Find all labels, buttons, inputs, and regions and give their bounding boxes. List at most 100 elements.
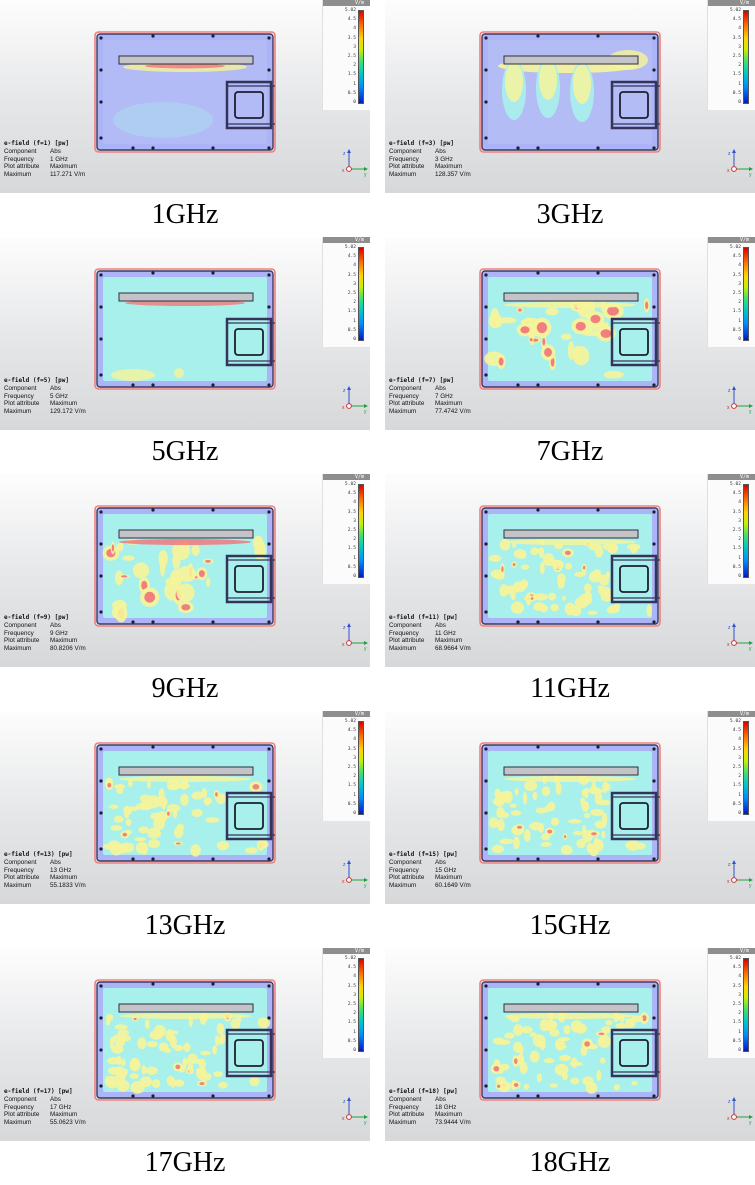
legend-colorbar — [358, 958, 364, 1052]
enclosure-rim — [94, 979, 276, 1101]
legend-tick: 3 — [738, 518, 741, 524]
maximum-label: Maximum — [4, 171, 32, 179]
connector-port — [225, 1028, 275, 1078]
screw-hole-icon — [484, 1084, 488, 1088]
screw-hole-icon — [211, 620, 215, 624]
result-title: e-field (f=7) [pw] — [389, 377, 455, 384]
component-label: Component — [389, 384, 422, 392]
legend-unit: V/m — [323, 237, 370, 243]
top-slot — [118, 529, 254, 539]
field-plot-view: V/m 5.02 4.5 4 3.5 3 2.5 2 1.5 1 0.5 0 e-field (f=… — [385, 0, 755, 193]
screw-hole-icon — [131, 857, 135, 861]
result-title: e-field (f=1) [pw] — [4, 140, 70, 147]
field-hotspot — [488, 817, 499, 829]
frequency-caption: 17GHz — [144, 1147, 226, 1178]
legend-tick: 5.02 — [344, 482, 356, 487]
plot-attribute-label: Plot attribute — [389, 400, 425, 408]
field-hotspot — [257, 839, 269, 849]
screw-hole-icon — [596, 745, 600, 749]
field-hotspot — [582, 1076, 594, 1086]
legend-tick: 4.5 — [347, 965, 356, 971]
field-hotspot — [573, 64, 591, 104]
frequency-value: 7 GHz — [435, 392, 453, 400]
component-label: Component — [4, 621, 37, 629]
field-hotspot — [552, 559, 565, 570]
maximum-label: Maximum — [389, 1119, 417, 1127]
field-hotspot — [504, 539, 636, 545]
field-hotspot — [641, 1015, 647, 1022]
screw-hole-icon — [131, 383, 135, 387]
enclosure-field-map — [479, 742, 661, 864]
screw-hole-icon — [484, 747, 488, 751]
legend-tick: 3 — [738, 44, 741, 50]
screw-hole-icon — [99, 373, 103, 377]
field-hotspot — [230, 1018, 241, 1030]
screw-hole-icon — [484, 811, 488, 815]
field-hotspot — [555, 781, 562, 795]
field-hotspot — [147, 795, 159, 805]
screw-hole-icon — [99, 337, 103, 341]
legend-tick: 3 — [353, 281, 356, 287]
field-hotspots — [488, 774, 647, 857]
field-hotspot — [544, 347, 552, 357]
screw-hole-icon — [652, 383, 656, 387]
field-hotspots — [113, 62, 247, 138]
field-hotspot — [582, 565, 586, 570]
field-hotspot — [529, 338, 533, 342]
result-info: e-field (f=1) [pw] Component Abs Frequenc… — [4, 140, 85, 179]
legend-tick: 3 — [738, 281, 741, 287]
component-value: Abs — [435, 1095, 446, 1103]
axis-y-label: y — [364, 1120, 367, 1125]
field-hotspot — [510, 601, 525, 614]
field-hotspot — [521, 1026, 533, 1034]
legend-tick: 1.5 — [347, 1020, 356, 1026]
field-hotspot — [494, 788, 501, 800]
field-hotspots — [102, 535, 267, 623]
maximum-label: Maximum — [4, 1119, 32, 1127]
field-hotspot — [575, 321, 586, 331]
enclosure-field-map — [94, 31, 276, 153]
field-hotspot — [129, 1073, 139, 1079]
legend-tick: 1.5 — [732, 72, 741, 78]
legend-tick: 3.5 — [732, 35, 741, 41]
field-hotspot — [513, 1024, 524, 1036]
legend-colorbar — [743, 721, 749, 815]
legend-tick: 0 — [353, 574, 356, 579]
connector-port — [610, 317, 660, 367]
legend-tick: 3.5 — [732, 746, 741, 752]
legend-tick: 2.5 — [732, 54, 741, 59]
field-hotspot — [536, 548, 541, 553]
screw-hole-icon — [652, 857, 656, 861]
field-hotspot — [138, 826, 150, 834]
frequency-label: Frequency — [389, 629, 419, 637]
field-hotspot — [543, 1058, 555, 1064]
field-hotspot — [114, 570, 124, 586]
field-hotspot — [513, 1083, 519, 1087]
legend-tick: 1 — [738, 555, 741, 561]
field-hotspot — [514, 1058, 518, 1065]
result-title: e-field (f=15) [pw] — [389, 851, 458, 858]
frequency-caption: 18GHz — [529, 1147, 611, 1178]
screw-hole-icon — [99, 779, 103, 783]
legend-tick: 1.5 — [732, 1020, 741, 1026]
screw-hole-icon — [131, 146, 135, 150]
top-slot — [118, 55, 254, 65]
legend-tick: 5.02 — [729, 482, 741, 487]
screw-hole-icon — [652, 779, 656, 783]
top-slot — [503, 529, 639, 539]
legend-tick: 3.5 — [347, 746, 356, 752]
legend-tick: 0 — [738, 337, 741, 342]
legend-tick: 1 — [738, 318, 741, 324]
axis-y-label: y — [749, 409, 752, 414]
plot-attribute-label: Plot attribute — [389, 1111, 425, 1119]
legend-tick: 4 — [353, 974, 356, 980]
screw-hole-icon — [484, 337, 488, 341]
maximum-value: 129.172 V/m — [50, 408, 86, 416]
plot-attribute-value: Maximum — [435, 163, 463, 171]
frequency-value: 18 GHz — [435, 1103, 457, 1111]
screw-hole-icon — [596, 620, 600, 624]
screw-hole-icon — [211, 1094, 215, 1098]
screw-holes — [484, 982, 656, 1098]
legend-tick: 1.5 — [732, 546, 741, 552]
result-title: e-field (f=3) [pw] — [389, 140, 455, 147]
